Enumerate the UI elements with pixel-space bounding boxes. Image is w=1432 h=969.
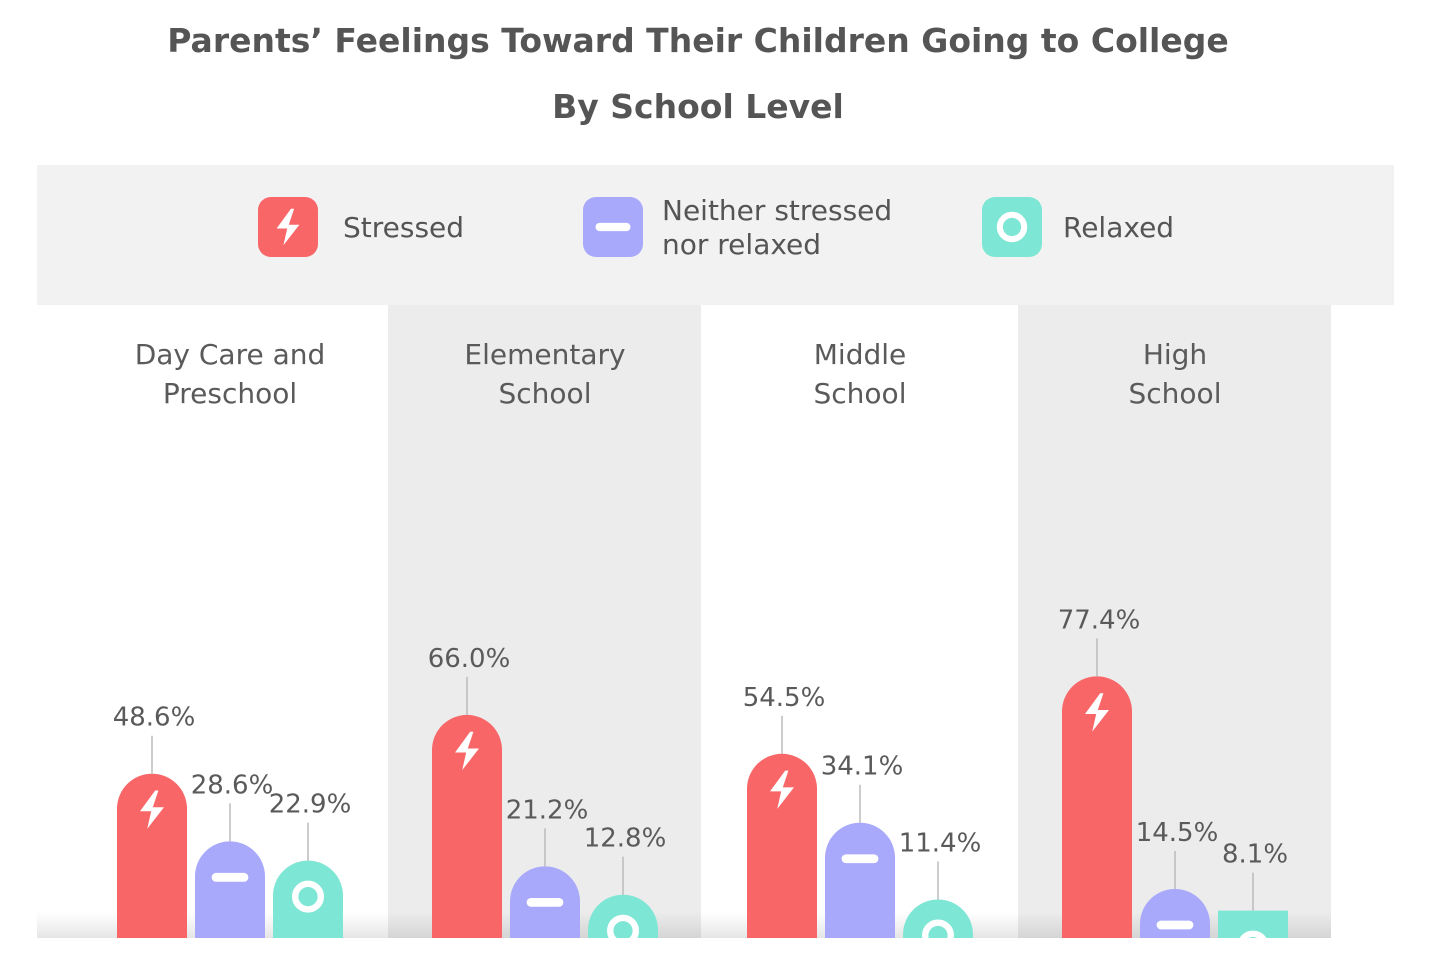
category-labels: Day Care and Preschool Elementary School Mid…: [135, 338, 1222, 410]
bar: [903, 899, 973, 938]
data-label: 8.1%: [1222, 840, 1288, 870]
title-layer: Parents’ Feelings Toward Their Children …: [167, 21, 1229, 126]
legend-label: nor relaxed: [662, 228, 821, 261]
bar: [432, 714, 502, 938]
chart-title: Parents’ Feelings Toward Their Children …: [167, 21, 1229, 60]
data-label: 12.8%: [584, 824, 667, 854]
lightning-bolt-icon: [140, 790, 164, 829]
bar: [117, 773, 187, 938]
category-label: School: [499, 377, 592, 410]
data-label: 21.2%: [506, 795, 589, 825]
ring-icon: [1236, 930, 1269, 963]
data-label: 54.5%: [743, 683, 826, 713]
legend-label: Stressed: [343, 211, 464, 244]
minus-icon: [595, 222, 631, 232]
bar: [825, 822, 895, 938]
data-label: 22.9%: [269, 790, 352, 820]
data-label: 11.4%: [899, 828, 982, 858]
lightning-bolt-icon: [276, 208, 300, 246]
minus-icon: [841, 854, 879, 864]
bar: [747, 753, 817, 938]
legend-label: Neither stressed: [662, 194, 892, 227]
minus-icon: [211, 872, 249, 882]
legend-swatch: [982, 197, 1042, 257]
group-column-bg: [37, 305, 388, 938]
category-label: Elementary: [464, 338, 625, 371]
category-label: Middle: [814, 338, 907, 371]
category-label: School: [1129, 377, 1222, 410]
lightning-bolt-icon: [455, 731, 479, 771]
minus-icon: [526, 897, 564, 907]
lightning-bolt-icon: [1085, 693, 1109, 732]
legend-label: Relaxed: [1063, 211, 1174, 244]
ring-icon: [922, 919, 955, 952]
minus-icon: [1156, 920, 1194, 930]
data-label: 14.5%: [1136, 818, 1219, 848]
data-label: 77.4%: [1058, 605, 1141, 635]
ring-icon: [996, 211, 1028, 243]
ring-icon: [292, 880, 325, 913]
data-label: 28.6%: [191, 770, 274, 800]
category-label: Preschool: [163, 377, 297, 410]
category-label: School: [814, 377, 907, 410]
data-label: 66.0%: [428, 644, 511, 674]
bar: [1062, 676, 1132, 938]
bar: [195, 841, 265, 938]
bar: [1218, 910, 1288, 938]
data-labels: 48.6% 66.0% 54.5% 77.4% 28.6% 21.2% 34.1% 14.5%…: [113, 605, 1288, 911]
data-label: 48.6%: [113, 703, 196, 733]
category-label: High: [1143, 338, 1207, 371]
category-label: Day Care and: [135, 338, 326, 371]
bars: [117, 676, 1288, 963]
lightning-bolt-icon: [770, 770, 794, 809]
chart-subtitle: By School Level: [552, 87, 844, 126]
data-label: 34.1%: [821, 752, 904, 782]
bar: [273, 860, 343, 938]
ring-icon: [607, 914, 640, 947]
